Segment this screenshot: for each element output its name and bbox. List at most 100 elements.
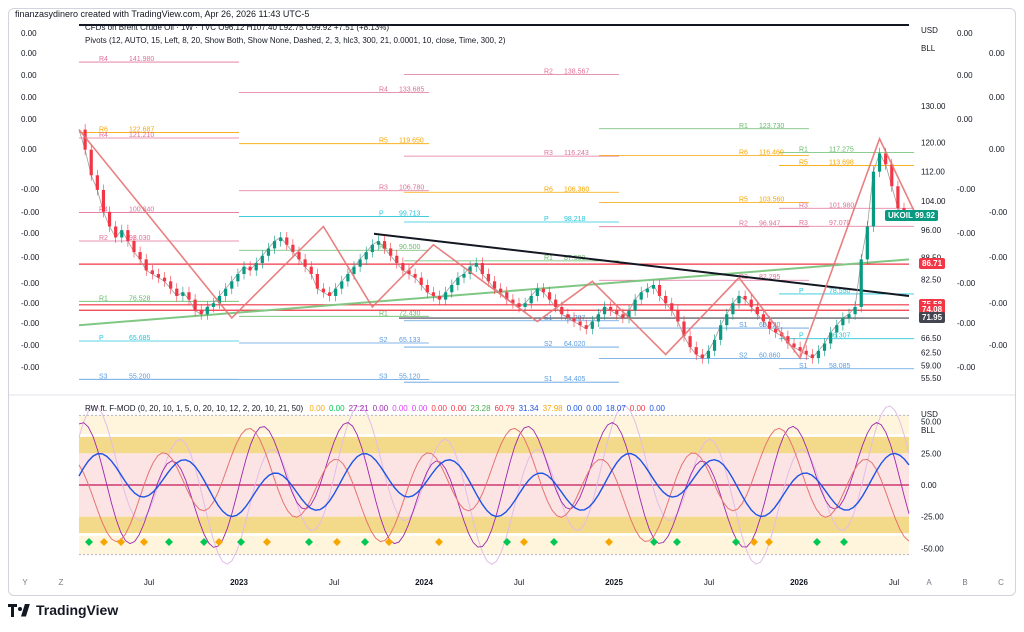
- x-tick-1: 2023: [230, 578, 248, 587]
- pivot-label-6: R5: [379, 138, 388, 145]
- candle-body-112: [761, 314, 766, 322]
- candle-body-104: [712, 339, 717, 351]
- candle-body-78: [554, 299, 558, 307]
- candle-body-116: [786, 336, 790, 344]
- candle-body-133: [890, 164, 894, 187]
- pivot-value-7: 116.243: [564, 150, 589, 157]
- osc-marker-3: [140, 538, 148, 546]
- osc-wave-blue: [78, 452, 910, 518]
- candle-body-100: [688, 336, 692, 348]
- candle-body-84: [590, 321, 594, 329]
- candle-body-61: [450, 284, 454, 293]
- pivot-value-18: 96.947: [759, 221, 781, 228]
- pivot-value-14: 101.980: [829, 202, 854, 209]
- osc-marker-21: [750, 538, 758, 546]
- candle-body-97: [670, 303, 674, 311]
- pivot-value-9: 113.698: [829, 159, 854, 166]
- x-tick-0: Jul: [144, 578, 154, 587]
- candle-body-66: [480, 263, 484, 275]
- pivot-value-23: 82.295: [759, 274, 781, 281]
- pivot-label-2: R2: [544, 69, 553, 76]
- zigzag-line: [78, 129, 917, 360]
- candle-body-48: [370, 244, 374, 253]
- candle-body-95: [657, 284, 662, 296]
- pivot-value-34: 58.085: [829, 363, 851, 370]
- candle-body-53: [401, 263, 405, 271]
- x-tick-8: Jul: [889, 578, 899, 587]
- candle-body-19: [193, 299, 197, 311]
- osc-marker-12: [385, 538, 393, 546]
- oscillator-name: RW ft. F-MOD (0, 20, 10, 1, 5, 0, 20, 10…: [85, 404, 304, 413]
- candle-body-13: [156, 274, 161, 278]
- candle-body-44: [346, 274, 350, 282]
- pivot-value-25: 76.528: [129, 295, 151, 302]
- price-tag-4: 71.95: [919, 312, 946, 324]
- pivot-label-25: R1: [99, 295, 108, 302]
- pivot-label-31: S2: [379, 337, 388, 344]
- symbol-legend[interactable]: CFDs on Brent Crude Oil · 1W · TVC O96.1…: [85, 23, 390, 32]
- candle-body-2: [89, 149, 93, 176]
- pivot-value-17: 98.218: [564, 216, 586, 223]
- pivot-value-1: 133.685: [399, 86, 424, 93]
- candle-body-11: [144, 259, 148, 271]
- pivot-value-29: 66.307: [829, 333, 851, 340]
- oscillator-legend[interactable]: RW ft. F-MOD (0, 20, 10, 1, 5, 0, 20, 10…: [85, 404, 665, 413]
- candle-body-56: [419, 277, 423, 285]
- chart-header: finanzasydinero created with TradingView…: [15, 9, 310, 19]
- pivot-label-34: S1: [799, 363, 808, 370]
- candle-body-81: [572, 317, 576, 322]
- osc-value-13: 0.00: [586, 404, 602, 413]
- pivot-label-28: S1: [739, 322, 748, 329]
- pivots-legend[interactable]: Pivots (12, AUTO, 15, Left, 8, 20, Show …: [85, 36, 506, 45]
- chart-canvas[interactable]: R4 141.980 R4 133.685 R2 138.567 R1 123.730 R1 11…: [9, 9, 1015, 595]
- pivot-label-12: R6: [544, 186, 553, 193]
- price-tag-1: 86.71: [919, 258, 946, 270]
- osc-value-10: 31.34: [518, 404, 539, 413]
- pivot-label-20: R2: [99, 235, 108, 242]
- candle-body-17: [181, 292, 185, 296]
- pivot-label-10: R4: [99, 132, 108, 139]
- candle-body-73: [523, 303, 527, 307]
- osc-tick-1: 25.00: [921, 449, 942, 458]
- y-tick-0: 130.00: [921, 102, 946, 111]
- pivot-value-15: 100.840: [129, 206, 154, 213]
- pivot-label-36: S3: [379, 374, 388, 381]
- brand-name: TradingView: [36, 602, 119, 618]
- pivot-value-35: 55.200: [129, 373, 151, 380]
- osc-tick-3: -25.00: [921, 513, 944, 522]
- pivot-label-23: R2: [739, 274, 748, 281]
- candle-body-59: [437, 295, 442, 300]
- left-axis-value: 0.00: [21, 71, 37, 80]
- candle-body-79: [560, 306, 564, 315]
- candle-body-105: [719, 325, 723, 340]
- osc-value-8: 23.28: [470, 404, 491, 413]
- candle-body-1: [83, 129, 87, 150]
- pivot-value-13: 103.560: [759, 197, 784, 204]
- candle-body-67: [486, 274, 491, 282]
- candle-body-50: [382, 241, 387, 249]
- pivot-label-9: R5: [799, 159, 808, 166]
- osc-marker-24: [840, 538, 848, 546]
- axis-corner-3: B: [962, 578, 967, 587]
- osc-marker-6: [215, 538, 223, 546]
- osc-value-6: 0.00: [431, 404, 447, 413]
- tradingview-brand[interactable]: TradingView: [8, 602, 118, 618]
- right-axis-value: -0.00: [957, 229, 976, 238]
- candle-body-82: [578, 321, 582, 326]
- pivot-label-14: R3: [799, 202, 808, 209]
- candle-body-132: [884, 153, 888, 165]
- candle-body-125: [841, 317, 845, 326]
- currency-label: USD: [921, 26, 938, 35]
- candle-body-9: [132, 241, 136, 253]
- candle-body-39: [315, 274, 319, 289]
- candle-body-127: [853, 306, 857, 315]
- candle-body-15: [169, 281, 173, 289]
- osc-wave-light: [78, 405, 910, 565]
- x-tick-6: Jul: [704, 578, 714, 587]
- pivot-label-8: R6: [739, 149, 748, 156]
- osc-marker-22: [765, 538, 773, 546]
- pivot-value-12: 106.360: [564, 186, 589, 193]
- candle-body-92: [639, 292, 643, 300]
- left-axis-value: -0.00: [21, 319, 40, 328]
- left-axis-value: -0.00: [21, 363, 40, 372]
